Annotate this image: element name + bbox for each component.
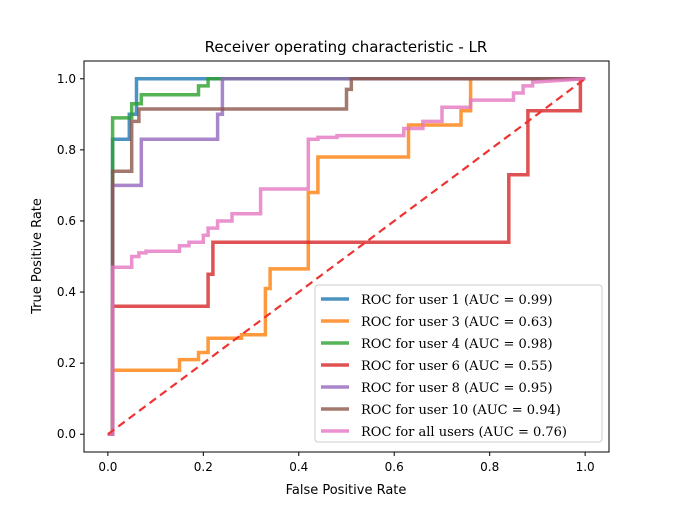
x-tick-label: 0.0 xyxy=(98,460,117,474)
x-tick-label: 1.0 xyxy=(576,460,595,474)
y-tick-label: 0.4 xyxy=(57,285,76,299)
y-axis-label: True Positive Rate xyxy=(30,198,45,315)
y-tick-label: 1.0 xyxy=(57,72,76,86)
legend-label-4: ROC for user 8 (AUC = 0.95) xyxy=(361,381,553,396)
legend: ROC for user 1 (AUC = 0.99) ROC for user … xyxy=(314,284,603,443)
y-tick-label: 0.2 xyxy=(57,356,76,370)
roc-line-series-3 xyxy=(107,77,586,436)
chart-title: Receiver operating characteristic - LR xyxy=(205,38,488,56)
legend-items: ROC for user 1 (AUC = 0.99) ROC for user … xyxy=(321,293,567,440)
roc-line-series-1 xyxy=(107,77,586,436)
axes-frame xyxy=(83,60,610,453)
x-tick-label: 0.8 xyxy=(480,460,499,474)
legend-label-6: ROC for all users (AUC = 0.76) xyxy=(361,425,567,440)
chance-diagonal-line xyxy=(107,77,586,436)
legend-label-2: ROC for user 4 (AUC = 0.98) xyxy=(361,337,553,352)
x-tick-label: 0.6 xyxy=(385,460,404,474)
x-axis-ticks: 0.0 0.2 0.4 0.6 0.8 1.0 xyxy=(98,452,595,474)
roc-line-series-5 xyxy=(107,77,586,436)
y-tick-label: 0.6 xyxy=(57,214,76,228)
x-axis-label: False Positive Rate xyxy=(286,483,407,498)
y-axis-ticks: 0.0 0.2 0.4 0.6 0.8 1.0 xyxy=(57,72,84,441)
legend-box xyxy=(314,284,603,443)
series-layer xyxy=(107,77,586,436)
x-tick-label: 0.2 xyxy=(194,460,213,474)
roc-line-series-6 xyxy=(107,77,586,436)
legend-label-1: ROC for user 3 (AUC = 0.63) xyxy=(361,315,553,330)
x-tick-label: 0.4 xyxy=(289,460,308,474)
legend-label-5: ROC for user 10 (AUC = 0.94) xyxy=(361,403,561,418)
diagonal-layer xyxy=(107,77,586,436)
legend-label-3: ROC for user 6 (AUC = 0.55) xyxy=(361,359,553,374)
y-tick-label: 0.0 xyxy=(57,427,76,441)
legend-label-0: ROC for user 1 (AUC = 0.99) xyxy=(361,293,553,308)
y-tick-label: 0.8 xyxy=(57,143,76,157)
plot-area: 0.0 0.2 0.4 0.6 0.8 1.0 0.0 0.2 0.4 0.6 0.8 1.0 xyxy=(57,60,610,474)
